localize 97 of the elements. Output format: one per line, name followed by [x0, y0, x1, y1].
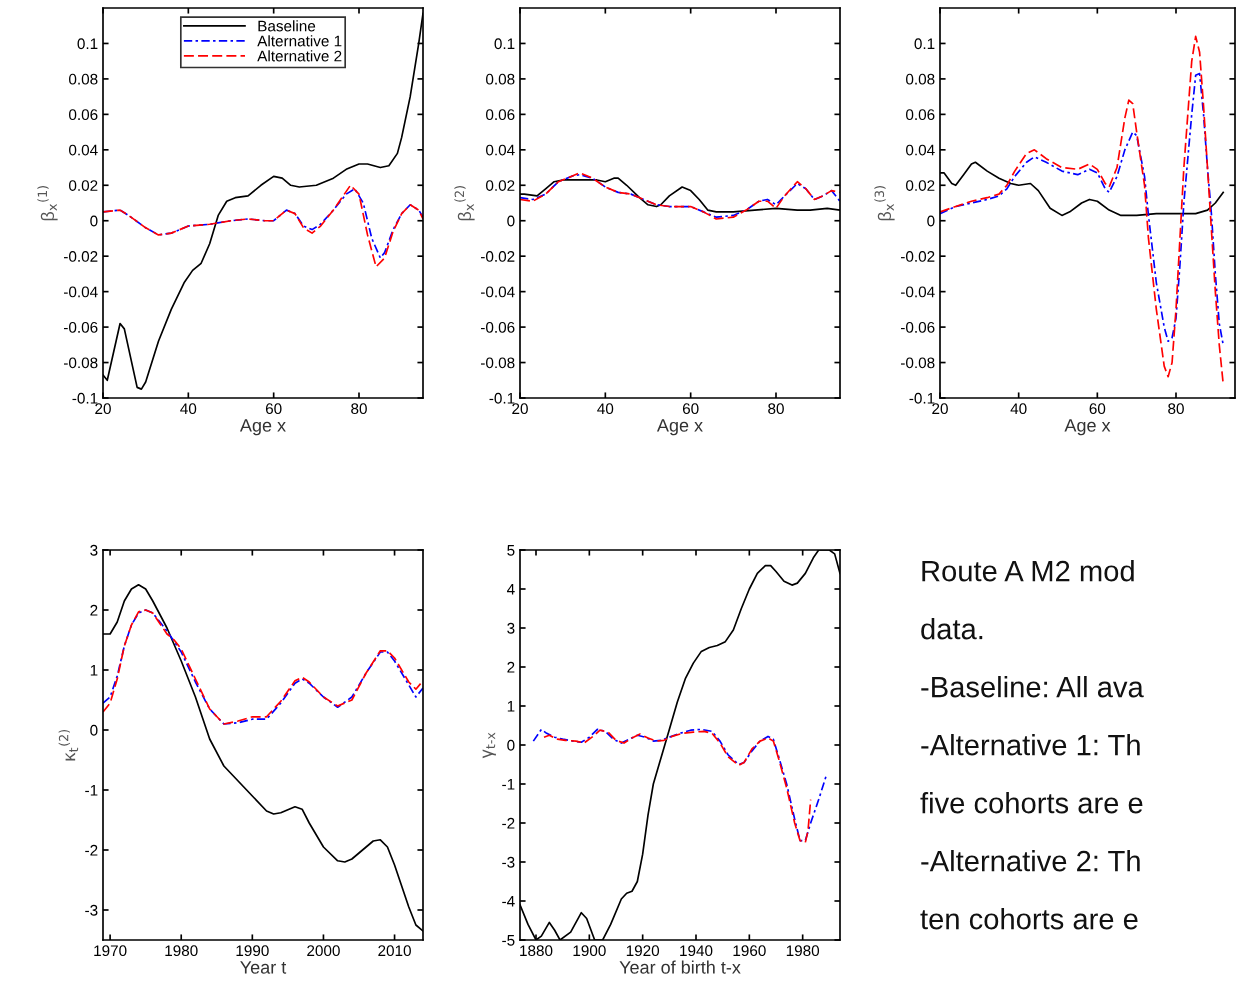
- text: -Alternative 1: Th: [921, 734, 1140, 756]
- text: -Alternative 2: Th: [921, 850, 1140, 872]
- y-tick-label: -0.1: [489, 392, 515, 404]
- x-tick-label: 40: [180, 403, 197, 415]
- y-tick-label: -5: [502, 935, 515, 946]
- x-tick-label: 20: [512, 403, 528, 415]
- x-tick-label: 1900: [573, 945, 606, 957]
- y-tick-label: 0: [507, 215, 515, 227]
- y-tick-label: 0.04: [486, 144, 515, 156]
- y-tick-label: -0.08: [901, 357, 935, 369]
- x-axis-title: Age x: [239, 419, 286, 436]
- y-tick-label: 0.04: [69, 144, 98, 156]
- y-tick-label: -0.1: [909, 392, 935, 404]
- y-tick-label: 0.06: [906, 109, 935, 121]
- x-tick-label: 1980: [786, 945, 820, 957]
- y-axis-title: β$_{x}$$^{(3)}$: [874, 186, 895, 221]
- y-tick-label: 0: [90, 215, 98, 227]
- x-tick-label: 80: [768, 403, 784, 415]
- y-tick-label: -0.02: [481, 251, 515, 262]
- x-tick-label: 1980: [165, 945, 198, 957]
- x-tick-label: 20: [932, 403, 948, 415]
- y-axis-title: γ$_{t-x}$: [482, 732, 496, 759]
- x-tick-label: 2000: [307, 945, 340, 957]
- line-series: [520, 550, 840, 940]
- y-tick-label: -0.04: [901, 286, 935, 298]
- y-tick-label: 0.08: [486, 73, 515, 85]
- y-tick-label: -2: [85, 844, 98, 856]
- y-tick-label: -0.08: [64, 357, 98, 369]
- x-tick-label: 1880: [520, 945, 553, 957]
- legend-label: Baseline: [258, 20, 316, 32]
- x-tick-label: 60: [265, 403, 282, 415]
- y-tick-label: 0.02: [906, 180, 935, 191]
- x-axis-title: Age x: [656, 419, 703, 436]
- y-axis-title: β$_{x}$$^{(2)}$: [454, 186, 475, 221]
- x-tick-label: 1960: [733, 945, 766, 957]
- y-tick-label: 2: [90, 604, 98, 616]
- y-tick-label: -3: [85, 904, 98, 916]
- text: data.: [921, 618, 983, 640]
- y-tick-label: -0.06: [64, 321, 98, 333]
- x-axis-title: Year of birth t-x: [619, 960, 741, 974]
- y-tick-label: 0.1: [494, 38, 515, 50]
- y-tick-label: 2: [507, 661, 515, 673]
- x-tick-label: 20: [95, 403, 111, 415]
- legend-label: Alternative 1: [257, 35, 342, 47]
- text: five cohorts are e: [920, 792, 1143, 814]
- y-tick-label: 0.02: [69, 180, 98, 191]
- y-tick-label: -4: [502, 896, 515, 907]
- x-tick-label: 40: [1010, 403, 1027, 415]
- y-tick-label: 0.02: [486, 180, 515, 191]
- y-tick-label: -0.06: [481, 321, 515, 333]
- y-tick-label: 0: [90, 724, 98, 736]
- y-tick-label: 0.06: [69, 109, 98, 121]
- x-tick-label: 2010: [378, 945, 411, 957]
- x-tick-label: 1940: [680, 945, 713, 957]
- y-tick-label: -0.1: [72, 392, 98, 404]
- text: Route A M2 mod: [922, 560, 1134, 582]
- x-tick-label: 60: [682, 403, 699, 415]
- y-axis-title: β$_{x}$$^{(1)}$: [37, 186, 58, 221]
- y-tick-label: -0.06: [901, 321, 935, 333]
- x-tick-label: 80: [351, 403, 367, 415]
- x-tick-label: 60: [1089, 403, 1106, 415]
- legend-label: Alternative 2: [257, 50, 342, 62]
- y-tick-label: -3: [502, 856, 515, 868]
- y-tick-label: 3: [507, 622, 515, 634]
- y-tick-label: 1: [507, 701, 515, 712]
- text: -Baseline: All ava: [921, 676, 1144, 698]
- y-tick-label: -0.08: [481, 357, 515, 369]
- y-tick-label: 0.1: [77, 38, 98, 50]
- y-axis-title: κ$_{t}$$^{(2)}$: [58, 729, 79, 761]
- y-tick-label: 4: [506, 584, 515, 595]
- y-tick-label: -0.02: [901, 251, 935, 262]
- x-axis-title: Age x: [1064, 419, 1111, 436]
- y-tick-label: 0.04: [906, 144, 935, 156]
- y-tick-label: 5: [507, 545, 515, 556]
- x-tick-label: 1970: [94, 945, 127, 957]
- y-tick-label: 1: [90, 665, 98, 676]
- y-tick-label: -0.04: [481, 286, 515, 298]
- y-tick-label: -0.04: [64, 286, 98, 298]
- y-tick-label: -2: [502, 817, 515, 829]
- x-tick-label: 1920: [626, 945, 660, 957]
- y-tick-label: -1: [85, 785, 98, 796]
- y-tick-label: -0.02: [64, 251, 98, 262]
- line-series: [940, 72, 1225, 346]
- y-tick-label: 3: [90, 544, 98, 556]
- x-axis-title: Year t: [240, 961, 287, 974]
- y-tick-label: 0: [507, 739, 515, 751]
- y-tick-label: -1: [502, 779, 515, 790]
- y-tick-label: 0.08: [69, 73, 98, 85]
- line-series: [103, 609, 423, 725]
- y-tick-label: 0.08: [906, 73, 935, 85]
- x-tick-label: 1990: [236, 945, 269, 957]
- y-tick-label: 0.06: [486, 109, 515, 121]
- y-tick-label: 0: [927, 215, 935, 227]
- x-tick-label: 80: [1168, 403, 1184, 415]
- x-tick-label: 40: [597, 403, 614, 415]
- text: ten cohorts are e: [920, 908, 1138, 930]
- y-tick-label: 0.1: [914, 38, 935, 50]
